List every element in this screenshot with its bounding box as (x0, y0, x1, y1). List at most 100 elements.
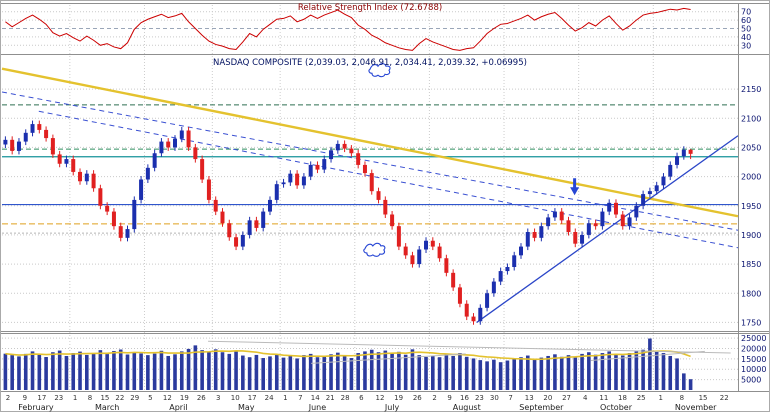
x-tick-label: 18 (618, 394, 627, 402)
candle-body (444, 258, 449, 273)
candle-body (362, 164, 367, 174)
trendline (1, 67, 739, 218)
x-tick-label: 24 (265, 394, 274, 402)
candle-body (688, 149, 693, 154)
volume-bar (193, 345, 198, 390)
volume-bar (288, 355, 293, 390)
y-axis-label: 25000 (741, 334, 766, 343)
volume-bar (688, 379, 693, 390)
volume-bar (641, 349, 645, 390)
candle-body (254, 220, 259, 228)
candle-body (573, 232, 578, 244)
volume-bar (213, 349, 218, 390)
volume-bar (424, 357, 428, 390)
volume-bar (431, 355, 435, 390)
x-tick-label: 25 (637, 394, 646, 402)
candle-body (227, 223, 232, 238)
x-tick-label: 7 (298, 394, 302, 402)
volume-bar (342, 356, 347, 390)
candle-body (329, 150, 334, 160)
candle-body (200, 159, 205, 180)
month-label: October (600, 403, 633, 412)
volume-bar (139, 353, 143, 390)
x-tick-label: 9 (447, 394, 451, 402)
volume-bar (146, 355, 150, 390)
x-tick-label: 28 (341, 394, 350, 402)
x-tick-label: 12 (376, 394, 385, 402)
volume-bar (23, 353, 28, 390)
candle-body (464, 303, 469, 317)
volume-bar (593, 354, 598, 390)
volume-bar (532, 359, 537, 390)
candle-body (166, 141, 171, 148)
x-tick-label: 5 (148, 394, 152, 402)
volume-bar (227, 353, 232, 390)
volume-bar (254, 354, 259, 390)
volume-bar (152, 353, 157, 390)
candle-body (607, 202, 612, 212)
volume-bar (173, 354, 177, 390)
candle-body (647, 191, 652, 195)
volume-trendline (208, 340, 731, 354)
candle-body (267, 199, 272, 212)
price-panel-title: NASDAQ COMPOSITE (2,039.03, 2,046.91, 2,… (213, 58, 527, 68)
candle-body (159, 141, 164, 154)
volume-bar (336, 352, 340, 390)
candle-body (179, 130, 184, 139)
y-axis-label: 2050 (741, 143, 761, 152)
x-tick-label: 22 (720, 394, 729, 402)
x-tick-label: 1 (283, 394, 287, 402)
y-axis-label: 2100 (741, 114, 761, 123)
candle-body (471, 316, 476, 322)
volume-bar (349, 358, 354, 390)
volume-bar (620, 355, 625, 390)
volume-bar (274, 354, 279, 390)
x-tick-label: 2 (432, 394, 436, 402)
volume-bar (308, 353, 313, 390)
x-tick-label: 17 (37, 394, 46, 402)
volume-bar (322, 355, 327, 390)
candle-body (145, 167, 150, 180)
candle-body (71, 159, 76, 172)
volume-bar (525, 355, 530, 390)
volume-bar (329, 354, 333, 390)
trendline (1, 91, 739, 231)
x-tick-label: 11 (599, 394, 608, 402)
month-label: May (238, 403, 255, 412)
volume-bar (634, 351, 639, 390)
candle-body (234, 237, 239, 247)
candle-body (491, 281, 496, 294)
candle-body (396, 226, 401, 247)
volume-bar (648, 338, 652, 390)
candle-body (634, 205, 639, 218)
y-axis-label: 20000 (741, 344, 766, 353)
volume-bar (51, 352, 55, 390)
volume-bar (451, 355, 455, 390)
candle-body (478, 307, 483, 322)
candle-body (220, 211, 225, 224)
candle-body (139, 179, 144, 200)
volume-bar (675, 358, 679, 390)
y-axis-label: 70 (741, 8, 751, 17)
y-axis-label: 2000 (741, 173, 761, 182)
y-axis-label: 1900 (741, 231, 761, 240)
y-axis-label: 1850 (741, 260, 761, 269)
candle-body (342, 143, 347, 149)
candle-body (281, 182, 286, 185)
volume-bar (403, 354, 408, 390)
volume-bar (417, 355, 422, 390)
volume-bar (498, 362, 503, 390)
rsi-panel-title: Relative Strength Index (72.6788) (298, 3, 442, 13)
volume-bar (234, 350, 238, 390)
candle-body (301, 176, 306, 186)
candle-body (3, 139, 8, 145)
candle-body (30, 124, 35, 133)
volume-bar (376, 352, 381, 390)
candle-body (247, 220, 252, 235)
candle-body (91, 173, 96, 189)
volume-bar (268, 356, 272, 390)
candle-body (681, 149, 686, 157)
volume-bar (478, 360, 483, 390)
volume-bar (186, 348, 191, 390)
